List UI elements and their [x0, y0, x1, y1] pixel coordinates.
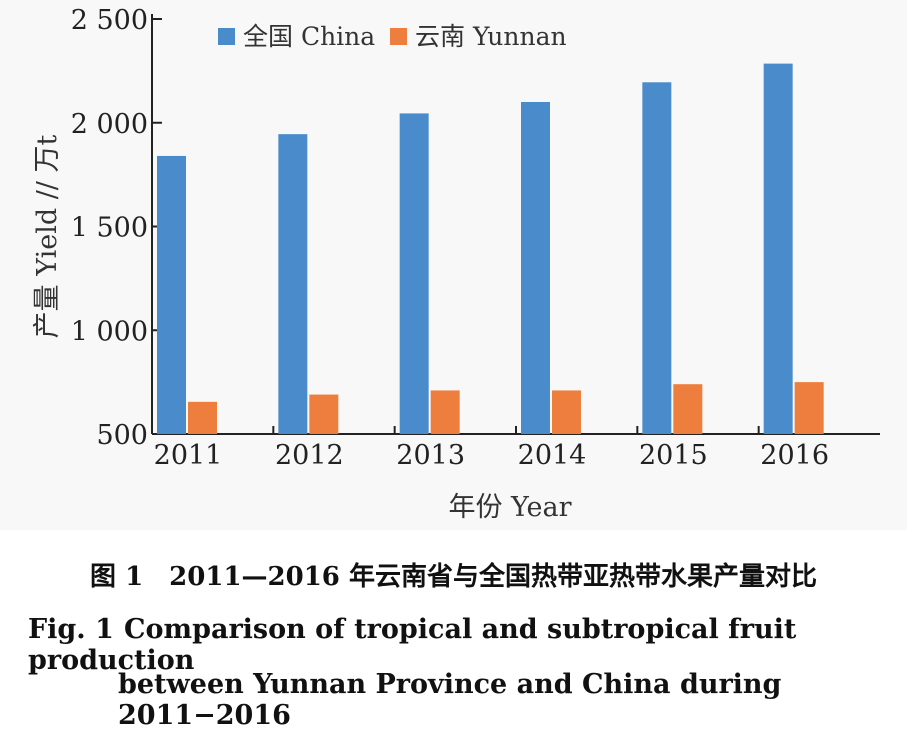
x-tick-label: 2015	[639, 440, 708, 471]
bar-china-2011	[157, 155, 186, 434]
caption-english-line2: between Yunnan Province and China during…	[118, 669, 782, 731]
y-tick-label: 1 000	[71, 316, 148, 347]
caption-english-text1: Comparison of tropical and subtropical f…	[28, 614, 797, 676]
bar-china-2014	[521, 102, 550, 434]
x-tick-label: 2013	[396, 440, 465, 471]
bar-yunnan-2012	[309, 394, 339, 434]
bar-china-2015	[642, 82, 672, 434]
legend-swatch-china	[218, 28, 235, 45]
bar-yunnan-2013	[430, 390, 460, 434]
bar-yunnan-2015	[673, 384, 703, 434]
plot-area: 500 1 000 1 500 2 000 2 500 2011 2012 2013 2014 2…	[32, 5, 880, 523]
x-axis-title: 年份 Year	[448, 492, 571, 523]
bar-china-2013	[399, 113, 429, 434]
x-tick-label: 2011	[154, 440, 223, 471]
figure-label: Fig. 1	[28, 614, 114, 645]
y-tick-label: 1 500	[71, 213, 148, 244]
bar-china-2016	[763, 63, 793, 435]
caption-chinese: 图 1 2011—2016 年云南省与全国热带亚热带水果产量对比	[90, 562, 817, 592]
bar-china-2012	[278, 134, 308, 434]
x-tick-label: 2016	[760, 440, 829, 471]
x-tick-label: 2012	[275, 440, 344, 471]
legend-label-china: 全国 China	[243, 22, 375, 51]
bar-chart: 500 1 000 1 500 2 000 2 500 2011 2012 2013 2014 2…	[32, 5, 880, 523]
legend-swatch-yunnan	[390, 28, 407, 45]
y-tick-label: 2 000	[71, 109, 148, 140]
bar-yunnan-2016	[794, 382, 824, 434]
bar-yunnan-2011	[188, 401, 217, 434]
y-tick-label: 2 500	[71, 5, 148, 36]
legend-label-yunnan: 云南 Yunnan	[415, 22, 567, 51]
x-tick-label: 2014	[518, 440, 587, 471]
y-axis-title: 产量 Yield // 万t	[32, 135, 63, 339]
bar-yunnan-2014	[552, 390, 581, 434]
caption-english-line1: Fig. 1 Comparison of tropical and subtrop…	[28, 614, 898, 676]
y-tick-label: 500	[96, 420, 148, 451]
